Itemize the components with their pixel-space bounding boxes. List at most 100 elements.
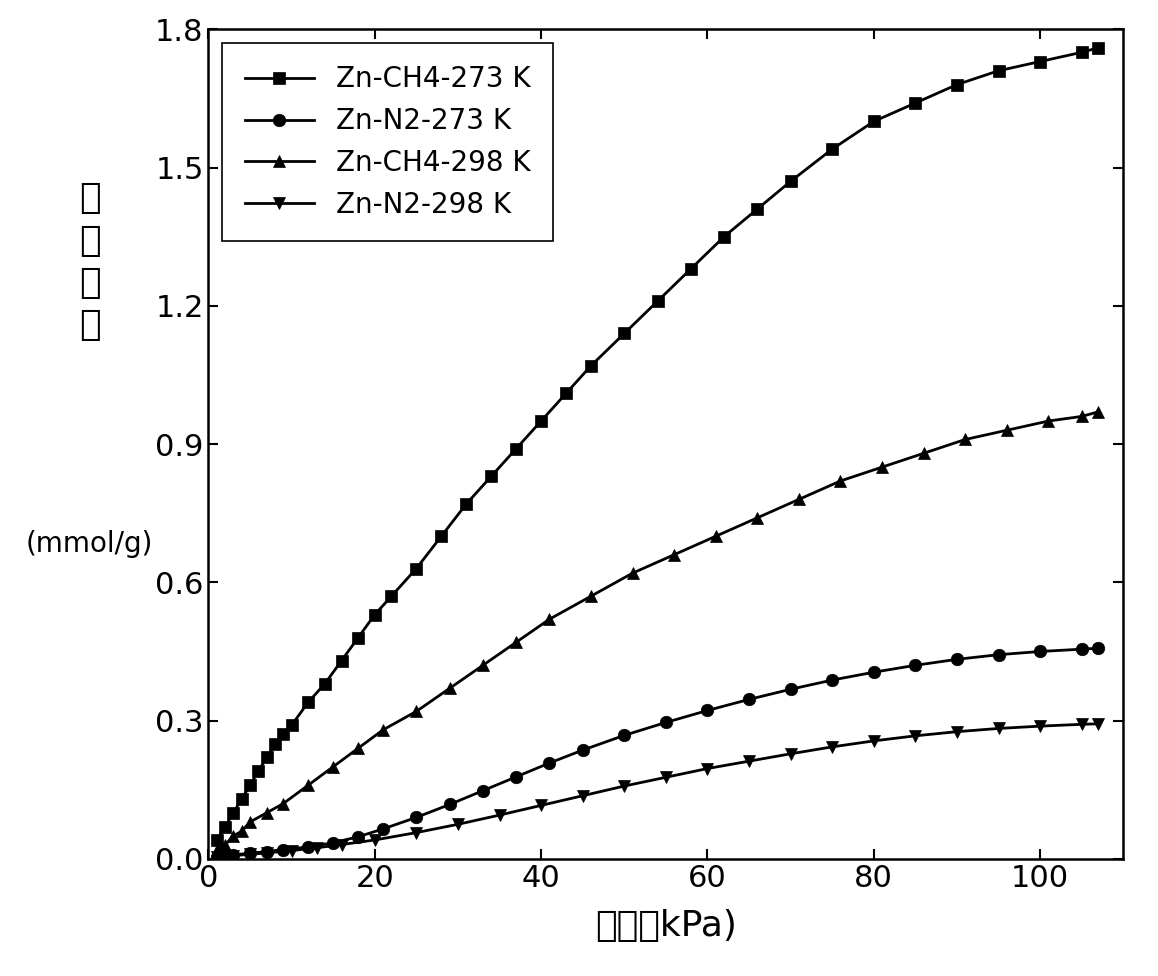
Zn-CH4-273 K bbox=[950, 79, 963, 91]
Zn-CH4-273 K bbox=[243, 779, 257, 791]
Zn-CH4-273 K bbox=[826, 143, 840, 155]
Zn-CH4-273 K bbox=[991, 64, 1005, 76]
Zn-CH4-298 K bbox=[584, 590, 598, 602]
Zn-CH4-273 K bbox=[651, 296, 665, 307]
Zn-CH4-273 K bbox=[434, 530, 448, 542]
Zn-CH4-298 K bbox=[410, 706, 424, 717]
Zn-N2-273 K bbox=[826, 674, 840, 686]
Zn-CH4-298 K bbox=[875, 462, 889, 473]
Text: 吸
附
容
量: 吸 附 容 量 bbox=[79, 182, 101, 342]
Zn-N2-273 K bbox=[742, 694, 756, 706]
Zn-CH4-273 K bbox=[335, 655, 349, 667]
Zn-CH4-298 K bbox=[235, 826, 249, 837]
Zn-CH4-298 K bbox=[327, 761, 340, 773]
Zn-N2-298 K bbox=[742, 755, 756, 767]
Zn-CH4-273 K bbox=[410, 562, 424, 574]
Zn-N2-298 K bbox=[368, 834, 382, 846]
Zn-N2-298 K bbox=[826, 741, 840, 752]
Line: Zn-N2-273 K: Zn-N2-273 K bbox=[211, 642, 1105, 863]
Zn-N2-273 K bbox=[476, 785, 490, 796]
Zn-N2-273 K bbox=[327, 836, 340, 848]
Zn-CH4-298 K bbox=[476, 660, 490, 671]
Zn-N2-298 K bbox=[410, 827, 424, 838]
Zn-CH4-298 K bbox=[351, 743, 365, 754]
Line: Zn-CH4-273 K: Zn-CH4-273 K bbox=[211, 41, 1105, 847]
Zn-N2-273 K bbox=[784, 683, 798, 695]
Line: Zn-CH4-298 K: Zn-CH4-298 K bbox=[211, 406, 1105, 856]
Zn-CH4-273 K bbox=[227, 807, 241, 819]
Zn-CH4-298 K bbox=[510, 636, 523, 648]
Zn-N2-298 K bbox=[210, 852, 223, 864]
Zn-CH4-273 K bbox=[484, 470, 498, 482]
Zn-N2-298 K bbox=[1033, 720, 1047, 732]
Zn-CH4-273 K bbox=[384, 590, 398, 602]
Zn-CH4-273 K bbox=[235, 793, 249, 805]
Zn-CH4-298 K bbox=[709, 530, 723, 542]
Zn-N2-273 K bbox=[908, 660, 922, 671]
Zn-CH4-298 K bbox=[917, 447, 931, 459]
Zn-CH4-298 K bbox=[442, 682, 456, 694]
Zn-CH4-273 K bbox=[1091, 42, 1105, 54]
Zn-CH4-298 K bbox=[750, 512, 764, 524]
Zn-CH4-298 K bbox=[376, 724, 390, 736]
Zn-N2-298 K bbox=[285, 844, 299, 857]
Zn-CH4-273 K bbox=[277, 728, 291, 740]
Zn-N2-273 K bbox=[991, 649, 1005, 661]
Zn-CH4-273 K bbox=[1075, 47, 1089, 59]
Zn-CH4-273 K bbox=[717, 230, 731, 242]
Zn-N2-298 K bbox=[1091, 718, 1105, 730]
Zn-N2-273 K bbox=[510, 771, 523, 783]
Zn-CH4-298 K bbox=[1075, 411, 1089, 423]
Zn-CH4-273 K bbox=[510, 443, 523, 455]
Zn-CH4-273 K bbox=[351, 631, 365, 643]
Legend: Zn-CH4-273 K, Zn-N2-273 K, Zn-CH4-298 K, Zn-N2-298 K: Zn-CH4-273 K, Zn-N2-273 K, Zn-CH4-298 K,… bbox=[222, 43, 554, 241]
Zn-CH4-298 K bbox=[227, 830, 241, 841]
Zn-CH4-298 K bbox=[259, 807, 273, 819]
X-axis label: 压力（kPa): 压力（kPa) bbox=[595, 910, 736, 944]
Zn-N2-298 K bbox=[534, 799, 548, 811]
Zn-CH4-273 K bbox=[867, 115, 881, 127]
Zn-CH4-298 K bbox=[834, 475, 848, 487]
Zn-N2-273 K bbox=[659, 716, 673, 728]
Zn-CH4-298 K bbox=[542, 613, 556, 625]
Zn-N2-273 K bbox=[277, 844, 291, 856]
Zn-CH4-273 K bbox=[534, 415, 548, 427]
Zn-CH4-298 K bbox=[243, 816, 257, 828]
Zn-CH4-273 K bbox=[267, 738, 281, 750]
Zn-N2-298 K bbox=[576, 790, 589, 801]
Zn-N2-298 K bbox=[867, 735, 881, 747]
Zn-CH4-273 K bbox=[784, 176, 798, 187]
Zn-N2-298 K bbox=[335, 838, 349, 850]
Zn-N2-298 K bbox=[243, 848, 257, 860]
Zn-N2-273 K bbox=[442, 798, 456, 810]
Zn-N2-273 K bbox=[410, 812, 424, 824]
Zn-N2-298 K bbox=[784, 748, 798, 759]
Zn-N2-273 K bbox=[376, 823, 390, 834]
Zn-CH4-298 K bbox=[210, 844, 223, 856]
Zn-N2-273 K bbox=[1075, 643, 1089, 655]
Zn-CH4-273 K bbox=[750, 203, 764, 215]
Zn-CH4-273 K bbox=[285, 719, 299, 731]
Zn-CH4-273 K bbox=[584, 360, 598, 372]
Zn-CH4-273 K bbox=[684, 264, 698, 275]
Zn-CH4-298 K bbox=[625, 567, 639, 579]
Zn-N2-273 K bbox=[243, 847, 257, 859]
Zn-N2-298 K bbox=[908, 730, 922, 742]
Text: (mmol/g): (mmol/g) bbox=[25, 530, 153, 557]
Zn-N2-298 K bbox=[991, 722, 1005, 734]
Zn-N2-273 K bbox=[867, 667, 881, 678]
Zn-N2-298 K bbox=[227, 850, 241, 862]
Zn-N2-298 K bbox=[309, 842, 323, 854]
Zn-CH4-298 K bbox=[1091, 406, 1105, 418]
Zn-N2-273 K bbox=[701, 705, 714, 716]
Zn-N2-273 K bbox=[542, 757, 556, 769]
Zn-N2-273 K bbox=[950, 654, 963, 666]
Zn-N2-273 K bbox=[1091, 642, 1105, 654]
Zn-N2-273 K bbox=[259, 845, 273, 857]
Zn-N2-273 K bbox=[351, 831, 365, 842]
Zn-N2-298 K bbox=[450, 819, 464, 831]
Zn-N2-273 K bbox=[301, 841, 315, 853]
Zn-CH4-298 K bbox=[301, 779, 315, 791]
Zn-N2-298 K bbox=[617, 780, 631, 792]
Zn-CH4-298 K bbox=[218, 839, 232, 851]
